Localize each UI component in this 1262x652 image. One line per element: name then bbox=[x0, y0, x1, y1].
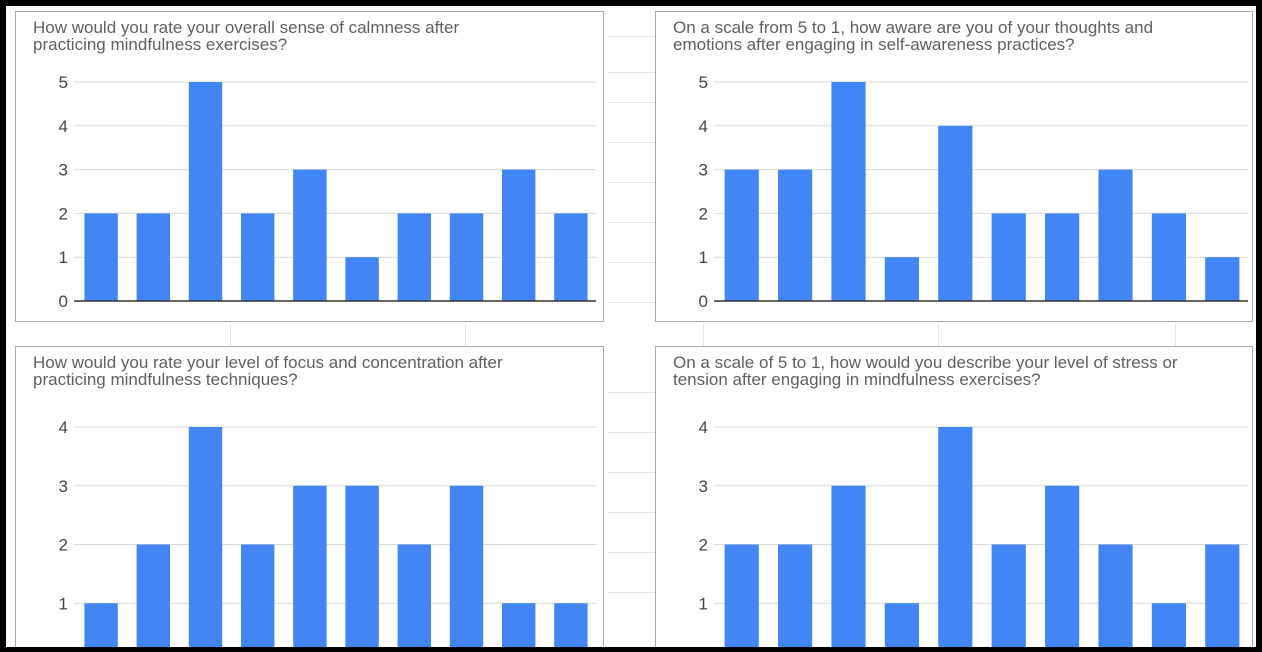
bar bbox=[1205, 544, 1240, 647]
bar bbox=[991, 544, 1026, 647]
chart-title: On a scale from 5 to 1, how aware are yo… bbox=[673, 18, 1154, 54]
sheet-gridline bbox=[608, 222, 660, 223]
bar bbox=[293, 169, 327, 301]
bar bbox=[831, 82, 866, 301]
bar bbox=[1045, 213, 1080, 301]
y-tick-label: 4 bbox=[699, 418, 708, 437]
bar bbox=[884, 603, 919, 647]
sheet-gridline bbox=[703, 324, 704, 354]
chart-card-calmness[interactable]: How would you rate your overall sense of… bbox=[15, 11, 604, 322]
bar bbox=[84, 603, 118, 647]
sheet-gridline bbox=[608, 262, 660, 263]
bar bbox=[345, 485, 379, 647]
y-tick-label: 0 bbox=[699, 292, 708, 311]
y-tick-label: 4 bbox=[699, 117, 708, 136]
sheet-gridline bbox=[938, 324, 939, 354]
sheet-gridline bbox=[608, 472, 660, 473]
bar bbox=[778, 169, 813, 301]
y-tick-label: 5 bbox=[59, 73, 68, 92]
y-tick-label: 1 bbox=[699, 248, 708, 267]
y-tick-label: 3 bbox=[699, 477, 708, 496]
chart-title: How would you rate your level of focus a… bbox=[33, 353, 503, 389]
bar bbox=[778, 544, 813, 647]
y-tick-label: 2 bbox=[699, 536, 708, 555]
chart-title: How would you rate your overall sense of… bbox=[33, 18, 460, 54]
y-tick-label: 3 bbox=[59, 477, 68, 496]
bar bbox=[501, 603, 536, 647]
y-tick-label: 2 bbox=[59, 204, 68, 223]
bar bbox=[938, 427, 973, 647]
y-tick-label: 5 bbox=[699, 73, 708, 92]
bar bbox=[501, 169, 536, 301]
bar bbox=[293, 485, 327, 647]
bar-chart: 0 1 2 3 4 5 bbox=[699, 73, 1248, 311]
y-tick-label: 0 bbox=[59, 292, 68, 311]
y-tick-label: 1 bbox=[699, 594, 708, 613]
sheet-gridline bbox=[608, 512, 660, 513]
y-tick-label: 2 bbox=[59, 536, 68, 555]
sheet-gridline bbox=[230, 324, 231, 354]
bar bbox=[831, 485, 866, 647]
bar bbox=[724, 169, 759, 301]
bar bbox=[397, 544, 432, 647]
bar-chart: 1 2 3 4 bbox=[699, 418, 1248, 647]
bar-chart: 1 2 3 4 bbox=[59, 418, 596, 647]
bar bbox=[554, 213, 588, 301]
bar bbox=[991, 213, 1026, 301]
bar bbox=[397, 213, 432, 301]
bar bbox=[884, 257, 919, 301]
bar bbox=[84, 213, 118, 301]
sheet-gridline bbox=[608, 36, 660, 37]
sheet-gridline bbox=[608, 552, 660, 553]
chart-title: On a scale of 5 to 1, how would you desc… bbox=[673, 353, 1178, 389]
bar bbox=[136, 544, 171, 647]
bar bbox=[188, 427, 223, 647]
sheet-gridline bbox=[465, 324, 466, 354]
chart-card-stress[interactable]: On a scale of 5 to 1, how would you desc… bbox=[655, 346, 1253, 647]
bar bbox=[240, 544, 275, 647]
bar bbox=[554, 603, 588, 647]
sheet-gridline bbox=[608, 592, 660, 593]
sheet-gridline bbox=[608, 392, 660, 393]
bar bbox=[1098, 169, 1133, 301]
y-tick-label: 2 bbox=[699, 204, 708, 223]
bar bbox=[1045, 485, 1080, 647]
bar bbox=[938, 125, 973, 301]
y-tick-label: 4 bbox=[59, 117, 68, 136]
sheet-gridline bbox=[1175, 324, 1176, 354]
y-tick-label: 1 bbox=[59, 248, 68, 267]
y-tick-label: 3 bbox=[59, 161, 68, 180]
chart-card-awareness[interactable]: On a scale from 5 to 1, how aware are yo… bbox=[655, 11, 1253, 322]
y-tick-label: 1 bbox=[59, 594, 68, 613]
bar bbox=[1098, 544, 1133, 647]
bar bbox=[449, 213, 484, 301]
sheet-gridline bbox=[608, 102, 660, 103]
sheet-gridline bbox=[608, 302, 660, 303]
bar bbox=[345, 257, 379, 301]
bar bbox=[136, 213, 171, 301]
bar-chart: 0 1 2 3 4 5 bbox=[59, 73, 596, 311]
bar bbox=[724, 544, 759, 647]
sheet-gridline bbox=[608, 182, 660, 183]
bar bbox=[188, 82, 223, 301]
chart-card-focus[interactable]: How would you rate your level of focus a… bbox=[15, 346, 604, 647]
sheet-gridline bbox=[608, 432, 660, 433]
bar bbox=[240, 213, 275, 301]
bar bbox=[1205, 257, 1240, 301]
bar bbox=[1151, 213, 1186, 301]
sheet-gridline bbox=[608, 72, 660, 73]
bar bbox=[1151, 603, 1186, 647]
bar bbox=[449, 485, 484, 647]
y-tick-label: 4 bbox=[59, 418, 68, 437]
y-tick-label: 3 bbox=[699, 161, 708, 180]
sheet-gridline bbox=[608, 142, 660, 143]
